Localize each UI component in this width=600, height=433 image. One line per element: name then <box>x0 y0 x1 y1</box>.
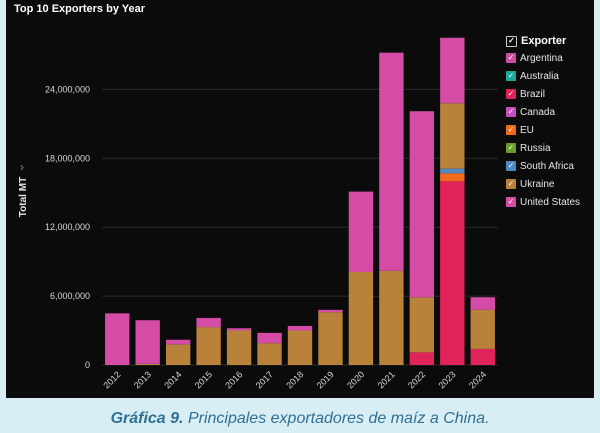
bar-ukraine-2015[interactable] <box>196 327 221 365</box>
y-tick-label: 12,000,000 <box>45 222 90 232</box>
legend-title: Exporter <box>521 35 567 47</box>
x-tick-label: 2017 <box>254 369 275 390</box>
bar-united-states-2023[interactable] <box>440 37 465 104</box>
x-tick-label: 2022 <box>406 369 427 390</box>
check-icon: ✓ <box>506 125 516 135</box>
legend-item-russia[interactable]: ✓ Russia <box>506 139 596 157</box>
bar-united-states-2017[interactable] <box>257 332 282 344</box>
bar-ukraine-2013[interactable] <box>135 363 160 365</box>
bar-ukraine-2020[interactable] <box>348 271 374 365</box>
chart-title: Top 10 Exporters by Year <box>14 3 146 15</box>
chart-panel: Top 10 Exporters by Year › 0 6,000,000 12,… <box>6 0 594 398</box>
legend-item-argentina[interactable]: ✓ Argentina <box>506 49 596 67</box>
legend-item-ukraine[interactable]: ✓ Ukraine <box>506 175 596 193</box>
x-tick-label: 2014 <box>162 369 183 390</box>
bar-united-states-2020[interactable] <box>348 191 374 272</box>
legend-label: Australia <box>520 70 559 82</box>
bar-ukraine-2024[interactable] <box>470 309 495 349</box>
bar-ukraine-2017[interactable] <box>257 343 282 365</box>
legend-label: Ukraine <box>520 178 555 190</box>
x-tick-label: 2013 <box>132 369 153 390</box>
check-icon: ✓ <box>506 71 516 81</box>
legend-item-canada[interactable]: ✓ Canada <box>506 103 596 121</box>
checkbox-icon: ✓ <box>506 35 517 47</box>
bar-united-states-2022[interactable] <box>409 111 435 298</box>
legend-header[interactable]: ✓ Exporter <box>506 33 596 49</box>
y-tick-label: 18,000,000 <box>45 153 90 163</box>
legend-label: United States <box>520 196 581 208</box>
legend-item-united-states[interactable]: ✓ United States <box>506 193 596 211</box>
x-tick-label: 2018 <box>284 369 305 390</box>
legend-item-eu[interactable]: ✓ EU <box>506 121 596 139</box>
bar-brazil-2024[interactable] <box>470 348 495 365</box>
bar-ukraine-2018[interactable] <box>287 330 313 365</box>
x-tick-label: 2012 <box>101 369 122 390</box>
caption-label: Gráfica 9. <box>110 410 184 427</box>
y-tick-label: 6,000,000 <box>50 291 90 301</box>
chevron-right-icon[interactable]: › <box>20 160 24 174</box>
x-tick-label: 2015 <box>193 369 214 390</box>
check-icon: ✓ <box>506 197 516 207</box>
y-axis-label: Total MT <box>18 177 29 217</box>
legend-label: Argentina <box>520 52 563 64</box>
bar-ukraine-2019[interactable] <box>318 312 343 365</box>
bar-ukraine-2023[interactable] <box>440 103 465 169</box>
check-icon: ✓ <box>506 107 516 117</box>
legend-label: Russia <box>520 142 551 154</box>
legend-label: South Africa <box>520 160 574 172</box>
bar-united-states-2019[interactable] <box>318 309 343 313</box>
bar-united-states-2021[interactable] <box>379 52 404 271</box>
x-tick-label: 2016 <box>223 369 244 390</box>
bar-ukraine-2014[interactable] <box>165 344 191 365</box>
caption-text: Principales exportadores de maíz a China… <box>183 410 490 427</box>
bar-eu-2023[interactable] <box>440 173 465 182</box>
bar-ukraine-2016[interactable] <box>226 330 252 365</box>
check-icon: ✓ <box>506 89 516 99</box>
legend: ✓ Exporter ✓ Argentina ✓ Australia ✓ Brazil ✓ C… <box>506 33 596 211</box>
y-tick-label: 0 <box>85 360 90 370</box>
x-tick-label: 2020 <box>345 369 366 390</box>
bar-united-states-2018[interactable] <box>287 325 313 331</box>
bar-united-states-2014[interactable] <box>165 339 191 345</box>
bar-south-africa-2023[interactable] <box>440 168 465 174</box>
x-tick-label: 2019 <box>315 369 336 390</box>
y-tick-label: 24,000,000 <box>45 84 90 94</box>
legend-item-south-africa[interactable]: ✓ South Africa <box>506 157 596 175</box>
bar-united-states-2015[interactable] <box>196 317 221 328</box>
bar-brazil-2022[interactable] <box>409 352 435 365</box>
x-tick-label: 2023 <box>436 369 457 390</box>
legend-label: Brazil <box>520 88 546 100</box>
bar-united-states-2024[interactable] <box>470 297 495 310</box>
legend-label: Canada <box>520 106 556 118</box>
legend-item-brazil[interactable]: ✓ Brazil <box>506 85 596 103</box>
bar-ukraine-2022[interactable] <box>409 297 435 353</box>
bar-united-states-2013[interactable] <box>135 320 160 364</box>
bar-ukraine-2021[interactable] <box>379 270 404 365</box>
legend-item-australia[interactable]: ✓ Australia <box>506 67 596 85</box>
bar-united-states-2016[interactable] <box>226 328 252 331</box>
chart-plot: 0 6,000,000 12,000,000 18,000,000 24,000,000… <box>18 37 498 391</box>
check-icon: ✓ <box>506 161 516 171</box>
legend-label: EU <box>520 124 534 136</box>
figure-caption: Gráfica 9. Principales exportadores de m… <box>0 410 600 428</box>
check-icon: ✓ <box>506 143 516 153</box>
check-icon: ✓ <box>506 179 516 189</box>
x-tick-label: 2021 <box>376 369 397 390</box>
bar-united-states-2012[interactable] <box>105 313 130 365</box>
x-tick-label: 2024 <box>467 369 488 390</box>
check-icon: ✓ <box>506 53 516 63</box>
bar-brazil-2023[interactable] <box>440 181 465 365</box>
